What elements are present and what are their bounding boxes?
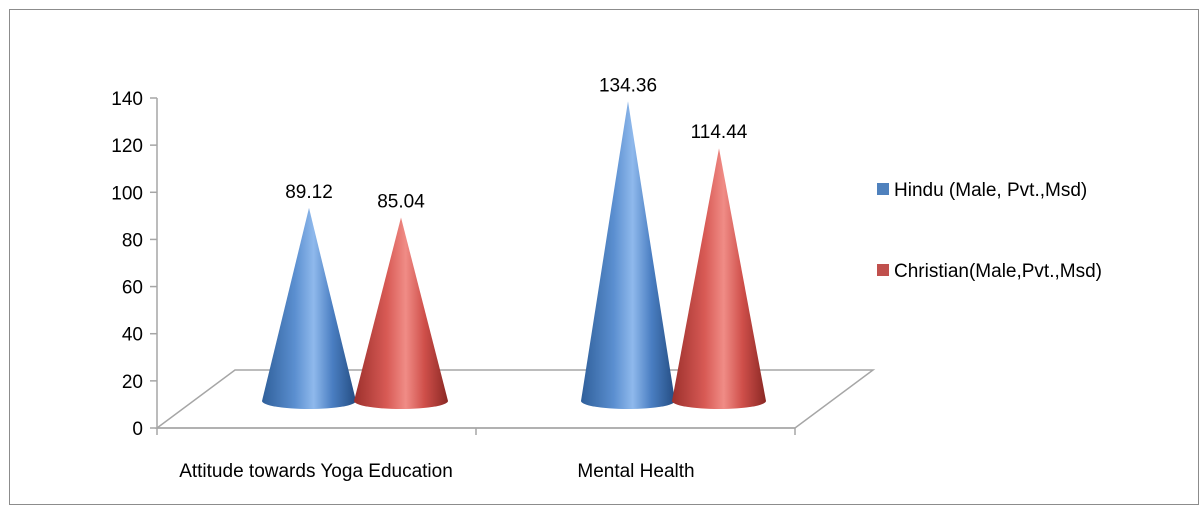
y-tick-label: 40 xyxy=(122,325,143,346)
category-label: Attitude towards Yoga Education xyxy=(179,461,453,482)
y-tick-label: 20 xyxy=(122,372,143,393)
cone-bar xyxy=(262,207,356,409)
y-tick-label: 140 xyxy=(111,89,143,110)
legend-label: Hindu (Male, Pvt.,Msd) xyxy=(894,180,1087,201)
y-tick-label: 60 xyxy=(122,278,143,299)
cone-bar xyxy=(672,148,766,409)
legend-swatch xyxy=(877,264,889,276)
y-tick-label: 100 xyxy=(111,183,143,204)
data-label: 85.04 xyxy=(377,192,425,213)
legend-swatch xyxy=(877,183,889,195)
data-label: 134.36 xyxy=(599,75,657,96)
cone-bar xyxy=(581,101,675,410)
legend-label: Christian(Male,Pvt.,Msd) xyxy=(894,261,1102,282)
y-axis: 0 20 40 60 80 100 120 140 xyxy=(111,89,157,440)
y-tick-label: 120 xyxy=(111,136,143,157)
cone-series: 89.12 85.04 134.36 114.44 xyxy=(262,75,766,410)
category-label: Mental Health xyxy=(577,461,694,482)
data-label: 89.12 xyxy=(285,182,333,203)
data-label: 114.44 xyxy=(691,122,748,143)
y-tick-label: 80 xyxy=(122,230,143,251)
legend: Hindu (Male, Pvt.,Msd) Christian(Male,Pv… xyxy=(877,180,1102,282)
y-tick-label: 0 xyxy=(132,419,143,440)
cone-bar xyxy=(354,217,448,409)
